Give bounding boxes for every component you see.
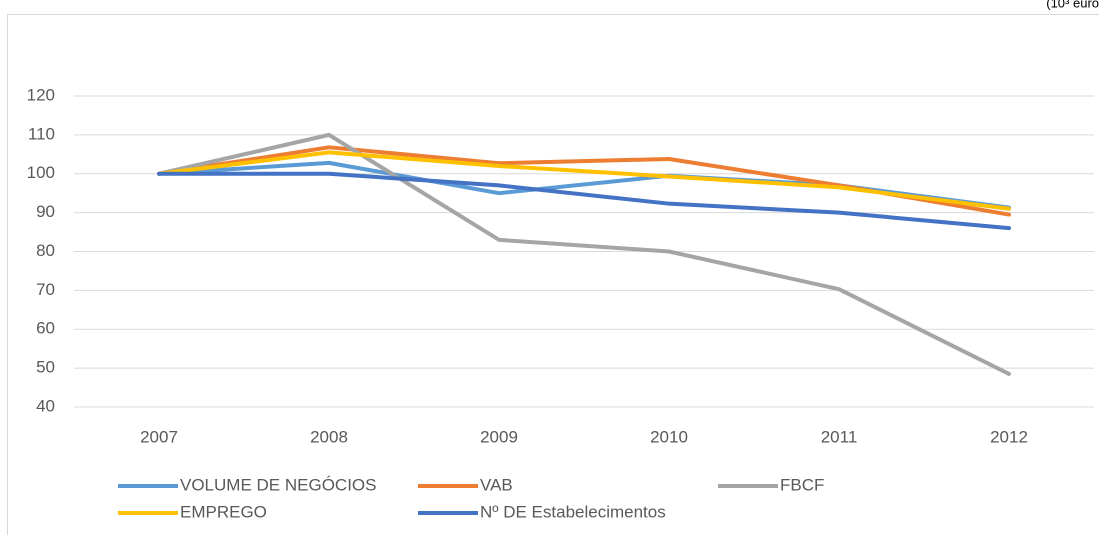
x-tick-label: 2010 [650,427,688,446]
y-tick-label: 80 [36,241,55,260]
chart-border [7,14,1099,535]
x-tick-label: 2012 [990,427,1028,446]
y-tick-label: 90 [36,202,55,221]
y-tick-label: 40 [36,396,55,415]
series-line [157,150,1011,211]
y-tick-label: 110 [28,124,55,143]
legend-label: FBCF [780,475,824,494]
legend-label: VAB [480,475,513,494]
x-tick-label: 2009 [480,427,518,446]
series-line [157,132,1011,376]
x-tick-label: 2007 [140,427,178,446]
legend-label: VOLUME DE NEGÓCIOS [180,475,376,494]
legend-label: EMPREGO [180,502,267,521]
y-tick-label: 70 [36,280,55,299]
unit-annotation: (10³ euro [1046,0,1099,10]
y-tick-label: 60 [36,319,55,338]
y-tick-label: 120 [27,85,55,104]
x-tick-label: 2011 [821,427,858,446]
series-line [157,171,1011,231]
y-tick-label: 50 [36,358,55,377]
y-tick-label: 100 [27,163,55,182]
x-tick-label: 2008 [310,427,348,446]
legend-label: Nº DE Estabelecimentos [480,502,666,521]
